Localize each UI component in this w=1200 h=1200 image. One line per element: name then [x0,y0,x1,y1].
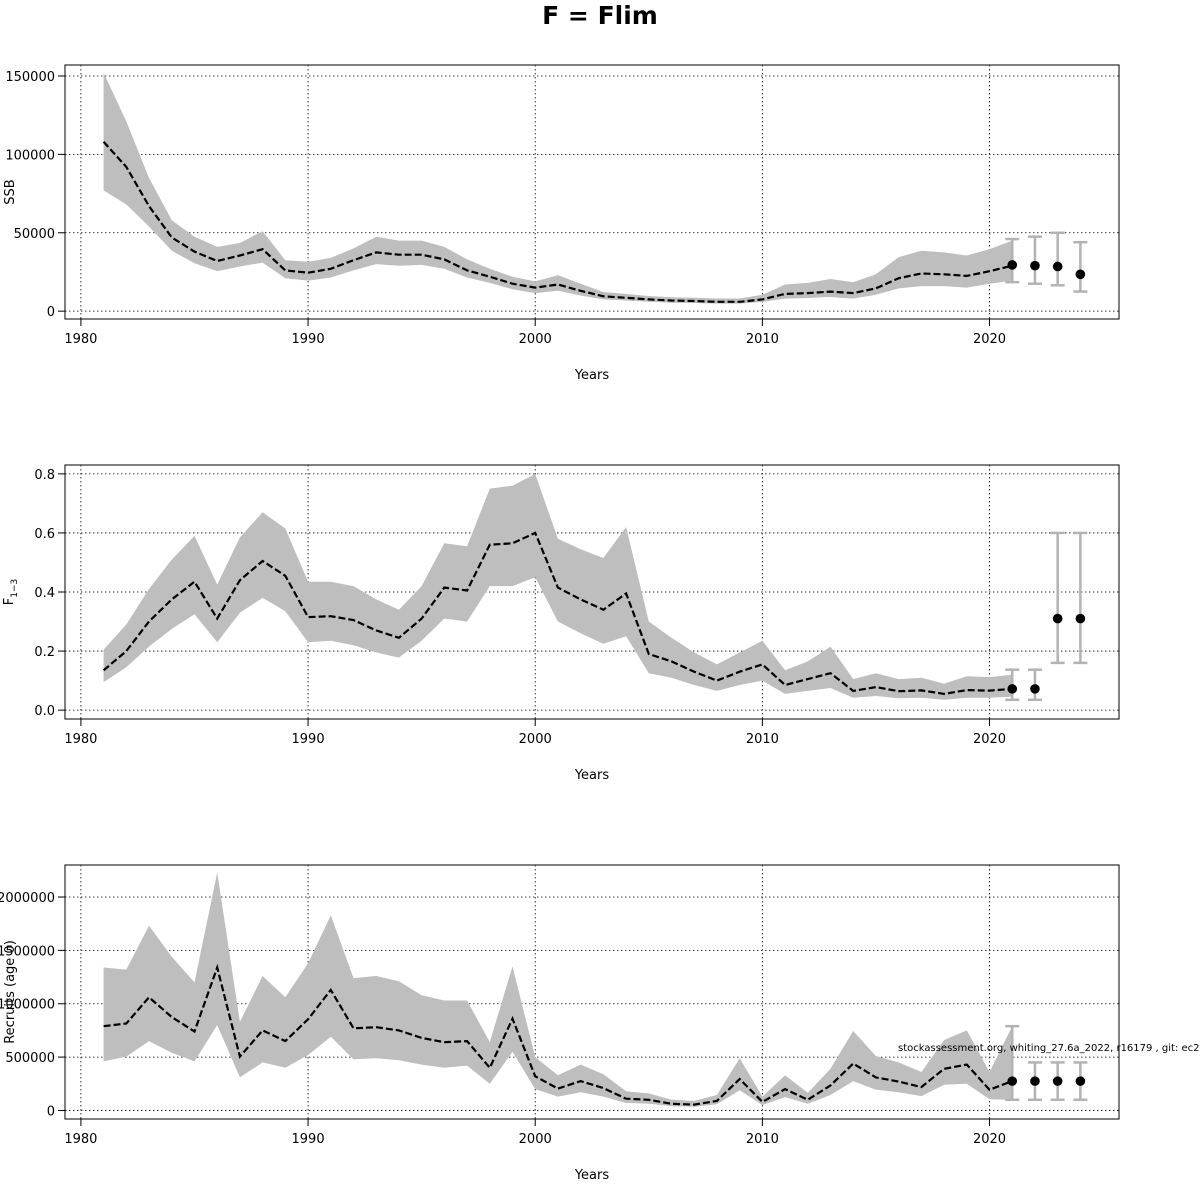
ssb-y-tick-label-3: 150000 [5,70,55,85]
ssb-x-tick-label-2000: 2000 [519,332,552,347]
f-x-tick-label-2010: 2010 [746,732,779,747]
ssb-y-tick-label-1: 50000 [14,227,55,242]
f-y-tick-label-4: 0.8 [34,468,55,483]
recruits-y-axis-label: Recruits (age 0) [3,940,18,1044]
recruits-forecast-point-2022 [1030,1076,1040,1086]
f-estimate-line [102,531,1013,696]
recruits-x-axis-label: Years [574,1168,610,1183]
f-forecast-point-2022 [1030,684,1040,694]
ssb-x-tick-label-2010: 2010 [746,332,779,347]
f-forecast-point-2021 [1007,684,1018,694]
recruits-x-tick-label-2010: 2010 [746,1132,779,1147]
figure-title: F = Flim [542,1,658,30]
recruits-y-tick-label-2: 1000000 [0,998,55,1013]
f-plot-area [65,465,1119,719]
recruits-x-tick-label-2000: 2000 [519,1132,552,1147]
recruits-plot-area [65,865,1119,1119]
f-x-tick-label-2020: 2020 [973,732,1006,747]
f-x-tick-label-2000: 2000 [519,732,552,747]
f-y-axis-label-subscript: 1−3 [10,579,20,598]
ssb-plot-area [65,65,1119,319]
f-y-axis-label-main: F [2,598,17,605]
recruits-x-tick-label-2020: 2020 [973,1132,1006,1147]
f-forecast-point-2024 [1075,613,1086,624]
ssb-x-tick-label-1990: 1990 [292,332,325,347]
ssb-forecast-point-2021 [1007,260,1018,270]
recruits-forecast-point-2024 [1075,1076,1086,1086]
recruits-confidence-band [103,872,1013,1107]
source-footnote: stockassessment.org, whiting_27.6a_2022,… [898,1043,1200,1054]
recruits-y-tick-label-4: 2000000 [0,891,55,906]
recruits-y-tick-label-3: 1500000 [0,944,55,959]
f-x-tick-label-1980: 1980 [64,732,97,747]
ssb-estimate-line [102,141,1013,303]
recruits-estimate-line [103,963,1013,1106]
panel-f: 1980 1990 2000 2010 2020 0.0 0.2 0.4 0.6 0.8 Year… [2,464,1120,783]
ssb-x-axis-label: Years [574,368,610,383]
ssb-y-axis-label: SSB [3,179,18,204]
recruits-y-tick-label-1: 500000 [5,1051,55,1066]
f-forecast-point-2023 [1052,613,1063,624]
panel-recruits: 1980 1990 2000 2010 2020 0 500000 1000000 150000… [0,864,1120,1183]
ssb-forecast-point-2023 [1052,261,1063,272]
ssb-x-tick-label-1980: 1980 [64,332,97,347]
panel-ssb: 1980 1990 2000 2010 2020 0 50000 100000 150000 Y… [3,64,1120,383]
ssb-confidence-band [103,72,1013,304]
recruits-y-tick-label-0: 0 [47,1104,55,1119]
ssb-x-tick-label-2020: 2020 [973,332,1006,347]
f-x-axis-label: Years [574,768,610,783]
recruits-x-tick-label-1980: 1980 [64,1132,97,1147]
ssb-plot-frame [64,64,1120,320]
ssb-y-tick-label-0: 0 [47,305,55,320]
f-y-tick-label-1: 0.2 [34,645,55,660]
f-x-tick-label-1990: 1990 [292,732,325,747]
recruits-forecast-point-2021 [1007,1076,1018,1086]
f-y-tick-label-0: 0.0 [34,704,55,719]
recruits-plot-frame [64,864,1120,1120]
f-y-tick-label-2: 0.4 [34,586,55,601]
ssb-forecast-point-2022 [1030,260,1040,271]
recruits-x-tick-label-1990: 1990 [292,1132,325,1147]
recruits-forecast-point-2023 [1052,1076,1063,1086]
f-y-axis-label: F1−3 [2,579,20,605]
ssb-y-tick-label-2: 100000 [5,148,55,163]
f-y-tick-label-3: 0.6 [34,527,55,542]
ssb-forecast-point-2024 [1075,269,1086,280]
